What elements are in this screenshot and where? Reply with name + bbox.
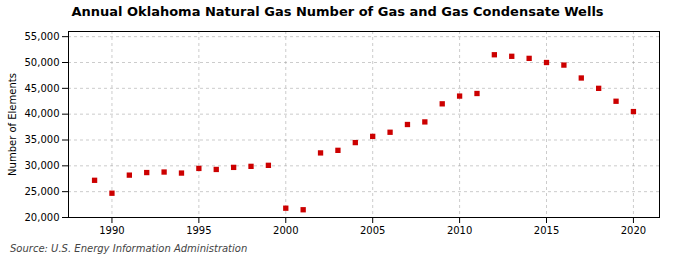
html-text:Annual Oklahoma Natural Gas Nu: Annual Oklahoma Natural Gas Number of Ga… [71,4,604,19]
html-text:Source: U.S. Energy Informatio: Source: U.S. Energy Information Administ… [10,243,248,254]
svg-text:45,000: 45,000 [25,83,60,94]
svg-text:2005: 2005 [360,225,385,236]
svg-text:1990: 1990 [99,225,124,236]
svg-text:30,000: 30,000 [25,160,60,171]
svg-text:40,000: 40,000 [25,108,60,119]
svg-text:55,000: 55,000 [25,31,60,42]
svg-text:Number of Elements: Number of Elements [7,73,18,176]
svg-text:2015: 2015 [534,225,559,236]
svg-text:2010: 2010 [447,225,472,236]
svg-text:50,000: 50,000 [25,57,60,68]
svg-text:20,000: 20,000 [25,212,60,223]
svg-text:25,000: 25,000 [25,186,60,197]
svg-text:2020: 2020 [621,225,646,236]
svg-text:1995: 1995 [186,225,211,236]
svg-text:35,000: 35,000 [25,134,60,145]
svg-text:2000: 2000 [273,225,298,236]
